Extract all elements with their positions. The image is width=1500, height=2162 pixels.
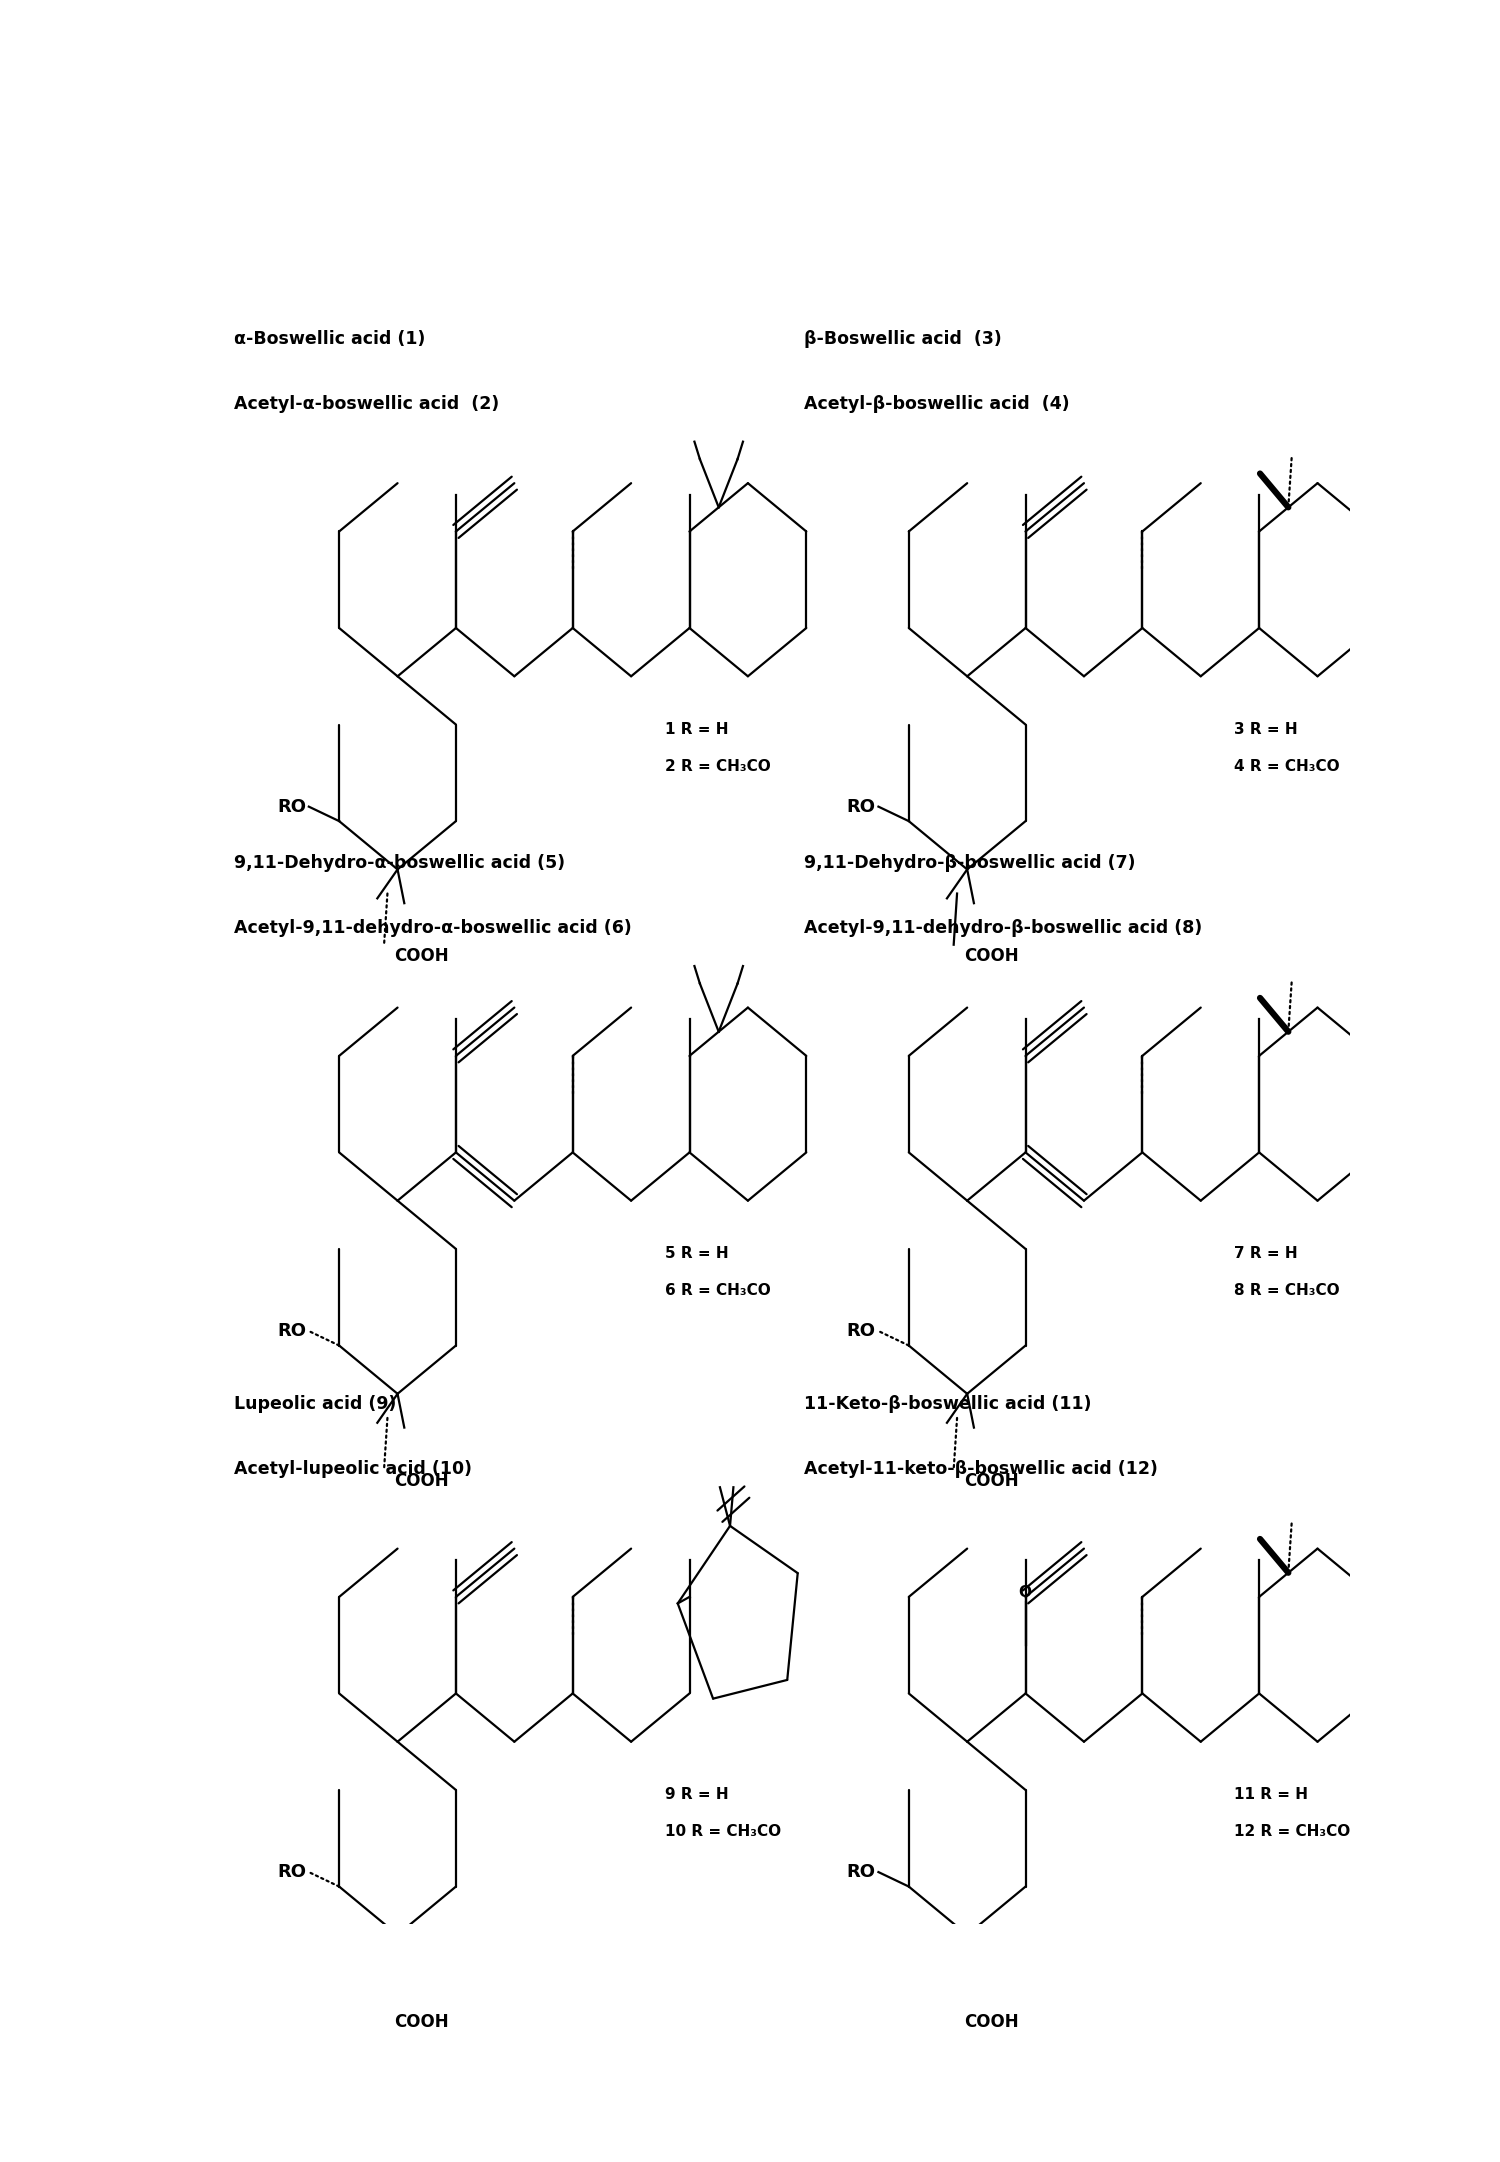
- Text: Acetyl-11-keto-β-boswellic acid (12): Acetyl-11-keto-β-boswellic acid (12): [804, 1459, 1158, 1479]
- Text: 10 R = CH₃CO: 10 R = CH₃CO: [664, 1825, 782, 1840]
- Text: Lupeolic acid (9): Lupeolic acid (9): [234, 1394, 396, 1414]
- Text: 11-Keto-β-boswellic acid (11): 11-Keto-β-boswellic acid (11): [804, 1394, 1090, 1414]
- Text: O: O: [1019, 1585, 1032, 1600]
- Text: 9 R = H: 9 R = H: [664, 1788, 729, 1803]
- Text: α-Boswellic acid (1): α-Boswellic acid (1): [234, 331, 426, 348]
- Text: β-Boswellic acid  (3): β-Boswellic acid (3): [804, 331, 1002, 348]
- Text: RO: RO: [846, 798, 876, 815]
- Text: COOH: COOH: [394, 1472, 448, 1490]
- Text: COOH: COOH: [394, 2013, 448, 2030]
- Text: RO: RO: [278, 1321, 306, 1340]
- Text: 11 R = H: 11 R = H: [1234, 1788, 1308, 1803]
- Text: 12 R = CH₃CO: 12 R = CH₃CO: [1234, 1825, 1350, 1840]
- Text: 3 R = H: 3 R = H: [1234, 722, 1298, 737]
- Text: Acetyl-9,11-dehydro-α-boswellic acid (6): Acetyl-9,11-dehydro-α-boswellic acid (6): [234, 919, 632, 936]
- Text: 8 R = CH₃CO: 8 R = CH₃CO: [1234, 1282, 1340, 1297]
- Text: COOH: COOH: [964, 1472, 1018, 1490]
- Text: 9,11-Dehydro-α-boswellic acid (5): 9,11-Dehydro-α-boswellic acid (5): [234, 854, 566, 873]
- Text: Acetyl-α-boswellic acid  (2): Acetyl-α-boswellic acid (2): [234, 396, 500, 413]
- Text: RO: RO: [278, 1864, 306, 1881]
- Text: COOH: COOH: [964, 947, 1018, 964]
- Text: 1 R = H: 1 R = H: [664, 722, 729, 737]
- Text: Acetyl-lupeolic acid (10): Acetyl-lupeolic acid (10): [234, 1459, 472, 1479]
- Text: COOH: COOH: [964, 2013, 1018, 2030]
- Text: 6 R = CH₃CO: 6 R = CH₃CO: [664, 1282, 771, 1297]
- Text: 2 R = CH₃CO: 2 R = CH₃CO: [664, 759, 771, 774]
- Text: RO: RO: [846, 1321, 876, 1340]
- Text: Acetyl-β-boswellic acid  (4): Acetyl-β-boswellic acid (4): [804, 396, 1070, 413]
- Text: Acetyl-9,11-dehydro-β-boswellic acid (8): Acetyl-9,11-dehydro-β-boswellic acid (8): [804, 919, 1202, 936]
- Text: 7 R = H: 7 R = H: [1234, 1245, 1298, 1260]
- Text: 5 R = H: 5 R = H: [664, 1245, 729, 1260]
- Text: COOH: COOH: [394, 947, 448, 964]
- Text: 4 R = CH₃CO: 4 R = CH₃CO: [1234, 759, 1340, 774]
- Text: 9,11-Dehydro-β-boswellic acid (7): 9,11-Dehydro-β-boswellic acid (7): [804, 854, 1136, 873]
- Text: RO: RO: [278, 798, 306, 815]
- Text: RO: RO: [846, 1864, 876, 1881]
